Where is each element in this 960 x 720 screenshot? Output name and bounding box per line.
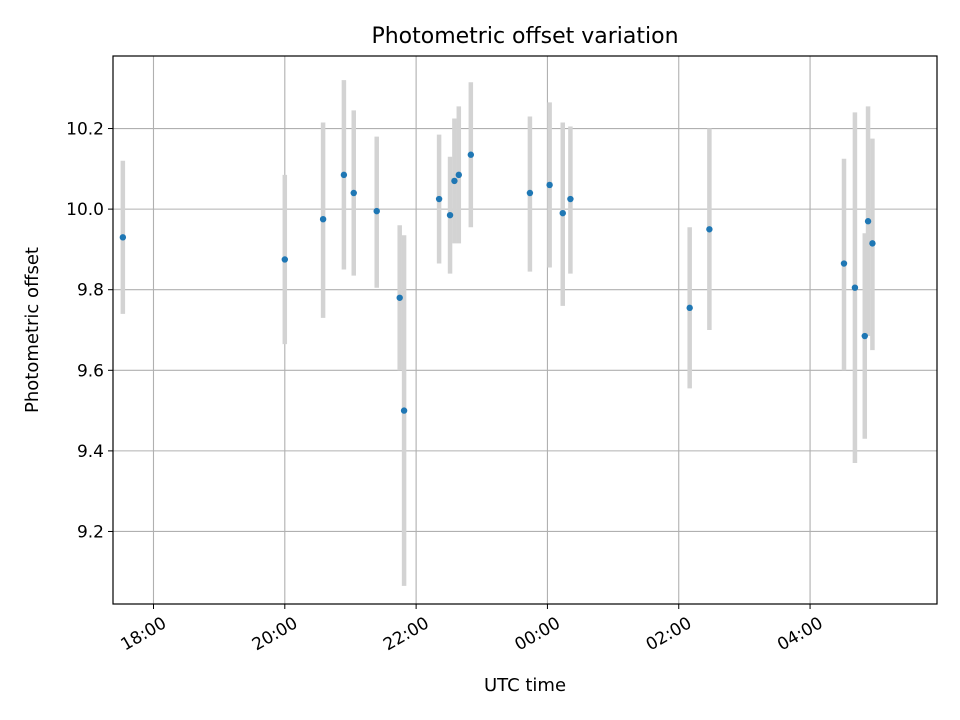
data-point — [526, 189, 534, 197]
data-point — [864, 218, 872, 225]
data-point — [373, 207, 380, 215]
data-point — [396, 294, 403, 301]
data-point — [869, 240, 876, 247]
data-point — [340, 171, 348, 179]
data-point — [546, 181, 553, 189]
y-tick-label: 9.4 — [77, 442, 104, 462]
data-point — [435, 195, 443, 203]
data-point — [400, 407, 408, 414]
y-axis-label: Photometric offset — [22, 247, 43, 413]
y-tick-label: 10.0 — [66, 200, 104, 220]
data-point — [467, 151, 475, 158]
data-point — [281, 256, 289, 263]
grid — [113, 56, 937, 604]
y-tick-label: 9.6 — [77, 361, 104, 381]
y-tick-label: 9.2 — [77, 522, 104, 542]
data-point — [567, 195, 574, 203]
data-point — [686, 304, 693, 312]
y-tick-label: 9.8 — [77, 281, 104, 301]
data-point — [119, 234, 127, 241]
data-points — [119, 151, 876, 414]
y-axis-ticks: 9.2 9.4 9.6 9.8 10.0 10.2 — [66, 120, 113, 542]
y-tick-label: 10.2 — [66, 120, 104, 140]
plot-frame — [112, 55, 938, 605]
data-point — [446, 211, 454, 219]
data-point — [840, 260, 848, 267]
data-point — [851, 284, 859, 291]
x-axis-label: UTC time — [484, 675, 566, 696]
data-point — [319, 215, 327, 223]
data-point — [350, 189, 357, 197]
data-point — [706, 226, 713, 233]
data-point — [451, 177, 458, 185]
chart-title: Photometric offset variation — [371, 24, 678, 49]
data-point — [455, 171, 462, 179]
data-point — [861, 332, 868, 340]
data-point — [559, 209, 566, 217]
